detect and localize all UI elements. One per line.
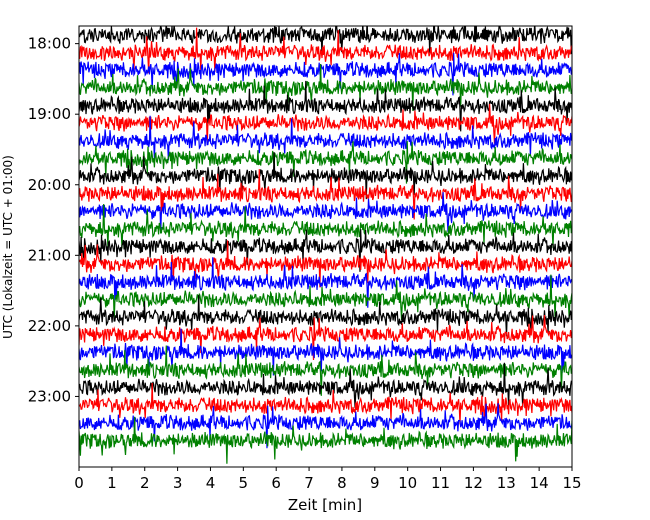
- trace-line-2315: [79, 403, 572, 449]
- trace-line-2000: [79, 169, 572, 220]
- x-axis-label: Zeit [min]: [288, 496, 362, 514]
- x-tick-label: 7: [304, 474, 314, 492]
- trace-line-2230: [79, 345, 572, 396]
- trace-line-2030: [79, 203, 572, 249]
- y-axis-label: UTC (Lokalzeit = UTC + 01:00): [1, 155, 15, 339]
- y-tick-label: 23:00: [28, 387, 71, 405]
- x-tick-label: 6: [271, 474, 281, 492]
- trace-line-2130: [79, 274, 572, 322]
- x-tick-label: 3: [173, 474, 183, 492]
- x-tick-label: 8: [337, 474, 347, 492]
- trace-line-1830: [79, 63, 572, 111]
- trace-line-2200: [79, 314, 572, 361]
- x-tick-label: 11: [431, 474, 450, 492]
- x-tick-label: 9: [370, 474, 380, 492]
- trace-line-1845: [79, 80, 572, 132]
- trace-line-1915: [79, 115, 572, 161]
- x-tick-label: 15: [562, 474, 581, 492]
- y-tick-label: 20:00: [28, 176, 71, 194]
- y-tick-label: 22:00: [28, 317, 71, 335]
- x-tick-label: 2: [140, 474, 150, 492]
- trace-line-2100: [79, 240, 572, 288]
- trace-line-2330: [79, 416, 572, 464]
- trace-line-1900: [79, 103, 572, 145]
- trace-line-1800: [79, 27, 572, 74]
- trace-line-2045: [79, 229, 572, 272]
- trace-line-2115: [79, 257, 572, 308]
- x-tick-label: 10: [398, 474, 417, 492]
- x-tick-label: 14: [530, 474, 549, 492]
- trace-line-1945: [79, 152, 572, 200]
- y-axis: 18:00 19:00 20:00 21:00 22:00 23:00: [28, 35, 79, 405]
- trace-line-1930: [79, 140, 572, 184]
- x-tick-label: 12: [464, 474, 483, 492]
- y-tick-label: 18:00: [28, 35, 71, 53]
- x-tick-label: 13: [497, 474, 516, 492]
- x-tick-label: 0: [74, 474, 84, 492]
- trace-line-1815: [79, 52, 572, 96]
- trace-line-1745: [79, 26, 572, 56]
- trace-line-2215: [79, 328, 572, 376]
- trace-line-2245: [79, 362, 572, 409]
- trace-line-2300: [79, 382, 572, 425]
- x-tick-label: 5: [239, 474, 249, 492]
- trace-line-2145: [79, 294, 572, 337]
- x-axis: 0 1 2 3 4 5 6 7 8 9 10 11 12 13 14 15: [74, 467, 582, 492]
- x-tick-label: 1: [107, 474, 117, 492]
- plot-frame: [78, 25, 573, 468]
- x-tick-label: 4: [206, 474, 216, 492]
- y-tick-label: 19:00: [28, 105, 71, 123]
- traces-group: [79, 26, 572, 464]
- trace-line-2015: [79, 192, 572, 234]
- y-tick-label: 21:00: [28, 246, 71, 264]
